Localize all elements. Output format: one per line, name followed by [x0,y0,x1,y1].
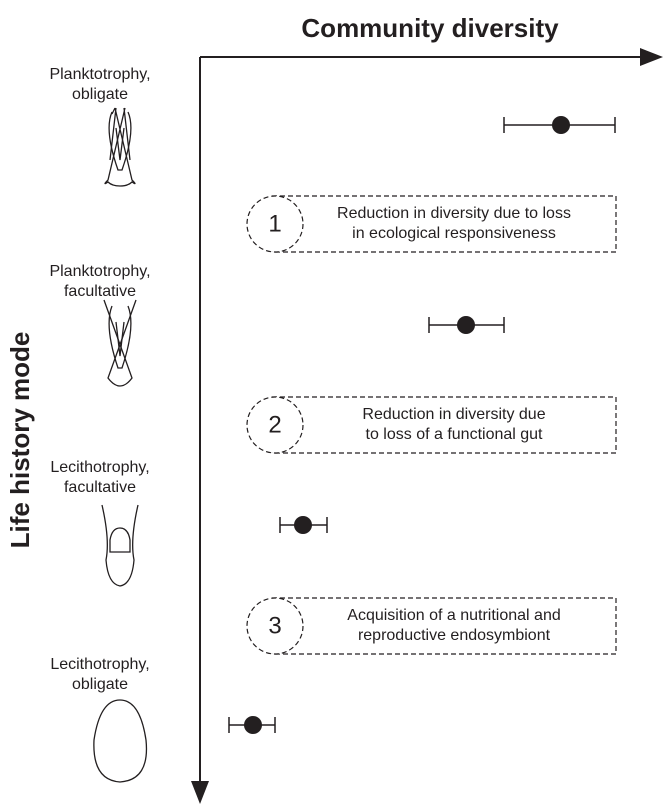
step-number: 1 [268,210,281,237]
mode-label: obligate [72,86,128,103]
transition-text: to loss of a functional gut [366,426,544,443]
transition-text: Reduction in diversity due [362,406,545,423]
step-number: 3 [268,612,281,639]
mode-label: Planktotrophy, [49,66,150,83]
transition-text: reproductive endosymbiont [358,627,551,644]
mode-label: Planktotrophy, [49,263,150,280]
mode-label: facultative [64,283,136,300]
mode-label: obligate [72,676,128,693]
transition-text: Reduction in diversity due to loss [337,205,571,222]
mode-label: Lecithotrophy, [50,459,149,476]
step-number: 2 [268,411,281,438]
mode-label: Lecithotrophy, [50,656,149,673]
figure: Community diversity Life history mode Pl… [0,0,671,806]
mode-label: facultative [64,479,136,496]
transition-text: in ecological responsiveness [352,225,556,242]
title: Community diversity [301,13,559,43]
transition-text: Acquisition of a nutritional and [347,607,560,624]
y-axis-label: Life history mode [5,332,35,549]
